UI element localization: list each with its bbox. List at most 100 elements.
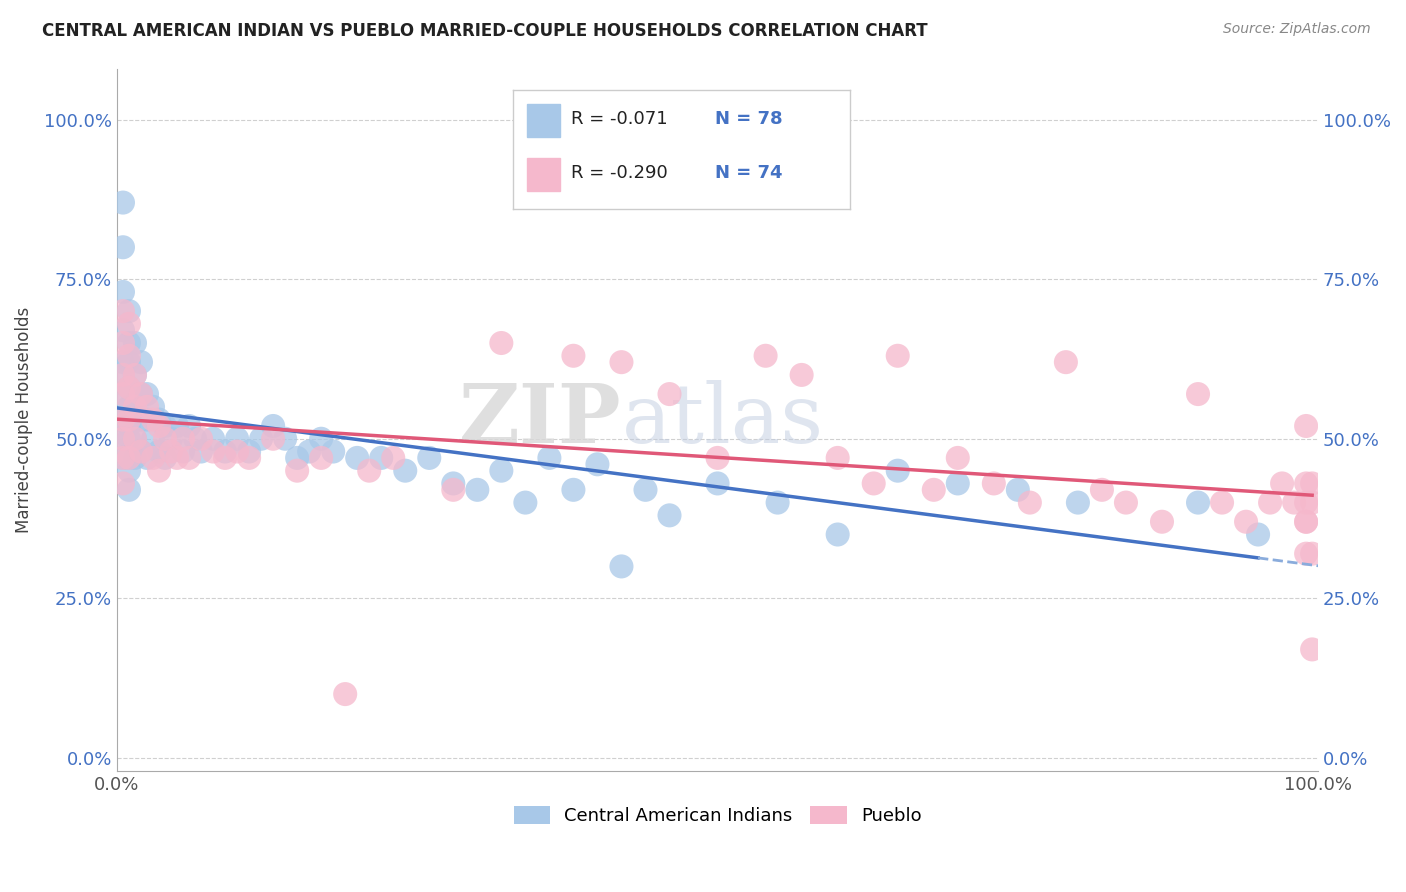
Point — [111, 476, 134, 491]
Point — [827, 527, 849, 541]
Point — [706, 450, 728, 465]
Point — [118, 317, 141, 331]
Point — [166, 450, 188, 465]
Point — [111, 387, 134, 401]
Point — [946, 450, 969, 465]
Point — [1258, 495, 1281, 509]
Point — [214, 444, 236, 458]
Point — [111, 450, 134, 465]
Legend: Central American Indians, Pueblo: Central American Indians, Pueblo — [513, 805, 921, 825]
Point — [118, 381, 141, 395]
Point — [394, 464, 416, 478]
Point — [111, 285, 134, 299]
Point — [1018, 495, 1040, 509]
Point — [1295, 515, 1317, 529]
Point — [118, 349, 141, 363]
Point — [1301, 642, 1323, 657]
Point — [1295, 495, 1317, 509]
Point — [658, 508, 681, 523]
Point — [118, 450, 141, 465]
Point — [142, 450, 165, 465]
Point — [148, 444, 170, 458]
Point — [118, 432, 141, 446]
Point — [1187, 495, 1209, 509]
Point — [111, 355, 134, 369]
Point — [111, 195, 134, 210]
Point — [118, 419, 141, 434]
Point — [1295, 547, 1317, 561]
Point — [610, 559, 633, 574]
Point — [1295, 476, 1317, 491]
Point — [148, 412, 170, 426]
Point — [886, 349, 908, 363]
Point — [111, 336, 134, 351]
Y-axis label: Married-couple Households: Married-couple Households — [15, 307, 32, 533]
Text: atlas: atlas — [621, 380, 824, 459]
Point — [160, 432, 183, 446]
Point — [262, 419, 284, 434]
Point — [634, 483, 657, 497]
Point — [111, 450, 134, 465]
Point — [285, 450, 308, 465]
Point — [129, 387, 152, 401]
Point — [124, 432, 146, 446]
Point — [226, 444, 249, 458]
Point — [538, 450, 561, 465]
Point — [766, 495, 789, 509]
Point — [118, 400, 141, 414]
Point — [129, 412, 152, 426]
Point — [129, 444, 152, 458]
Point — [153, 450, 176, 465]
Point — [111, 412, 134, 426]
Point — [262, 432, 284, 446]
Point — [111, 412, 134, 426]
Point — [118, 464, 141, 478]
Point — [202, 432, 225, 446]
Point — [1271, 476, 1294, 491]
Point — [1282, 495, 1305, 509]
Point — [111, 323, 134, 337]
Point — [124, 400, 146, 414]
Point — [790, 368, 813, 382]
Point — [111, 432, 134, 446]
Point — [827, 450, 849, 465]
Point — [202, 444, 225, 458]
Point — [142, 400, 165, 414]
Point — [136, 412, 159, 426]
Point — [153, 419, 176, 434]
Point — [250, 432, 273, 446]
Point — [610, 355, 633, 369]
Point — [118, 483, 141, 497]
Point — [586, 458, 609, 472]
Point — [124, 368, 146, 382]
Point — [184, 432, 207, 446]
Point — [166, 419, 188, 434]
Point — [465, 483, 488, 497]
Point — [1211, 495, 1233, 509]
Point — [177, 419, 200, 434]
Point — [118, 412, 141, 426]
Text: ZIP: ZIP — [458, 380, 621, 459]
Point — [124, 432, 146, 446]
Point — [983, 476, 1005, 491]
Point — [160, 444, 183, 458]
Point — [491, 464, 513, 478]
Point — [190, 444, 212, 458]
Point — [111, 304, 134, 318]
Point — [755, 349, 778, 363]
Point — [491, 336, 513, 351]
Point — [562, 483, 585, 497]
Point — [922, 483, 945, 497]
Point — [1295, 515, 1317, 529]
Point — [142, 432, 165, 446]
Point — [515, 495, 537, 509]
Point — [111, 432, 134, 446]
Point — [111, 368, 134, 382]
Point — [118, 304, 141, 318]
Point — [658, 387, 681, 401]
Point — [136, 450, 159, 465]
Point — [118, 336, 141, 351]
Point — [1150, 515, 1173, 529]
Point — [1301, 547, 1323, 561]
Point — [298, 444, 321, 458]
